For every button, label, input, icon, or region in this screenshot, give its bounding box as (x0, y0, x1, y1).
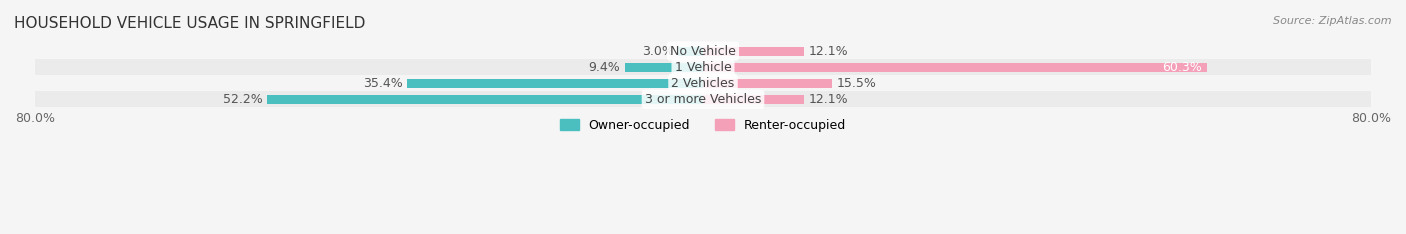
Text: 3.0%: 3.0% (643, 45, 673, 58)
Text: 9.4%: 9.4% (589, 61, 620, 74)
Bar (703, 63, 1206, 72)
Text: 2 Vehicles: 2 Vehicles (672, 77, 734, 90)
Bar (703, 47, 804, 55)
Bar (624, 63, 703, 72)
Text: 12.1%: 12.1% (808, 93, 848, 106)
Text: 15.5%: 15.5% (837, 77, 876, 90)
Text: 1 Vehicle: 1 Vehicle (675, 61, 731, 74)
Bar (703, 95, 804, 104)
Bar (703, 79, 832, 88)
Bar (35, 59, 1371, 75)
Bar (267, 95, 703, 104)
Bar (678, 47, 703, 55)
Text: 52.2%: 52.2% (224, 93, 263, 106)
Bar (35, 91, 1371, 107)
Text: Source: ZipAtlas.com: Source: ZipAtlas.com (1274, 16, 1392, 26)
Text: 35.4%: 35.4% (364, 77, 404, 90)
Bar (35, 75, 1371, 91)
Bar (35, 43, 1371, 59)
Text: 3 or more Vehicles: 3 or more Vehicles (645, 93, 761, 106)
Text: 12.1%: 12.1% (808, 45, 848, 58)
Text: No Vehicle: No Vehicle (671, 45, 735, 58)
Legend: Owner-occupied, Renter-occupied: Owner-occupied, Renter-occupied (555, 113, 851, 137)
Text: HOUSEHOLD VEHICLE USAGE IN SPRINGFIELD: HOUSEHOLD VEHICLE USAGE IN SPRINGFIELD (14, 16, 366, 31)
Text: 60.3%: 60.3% (1163, 61, 1202, 74)
Bar (408, 79, 703, 88)
